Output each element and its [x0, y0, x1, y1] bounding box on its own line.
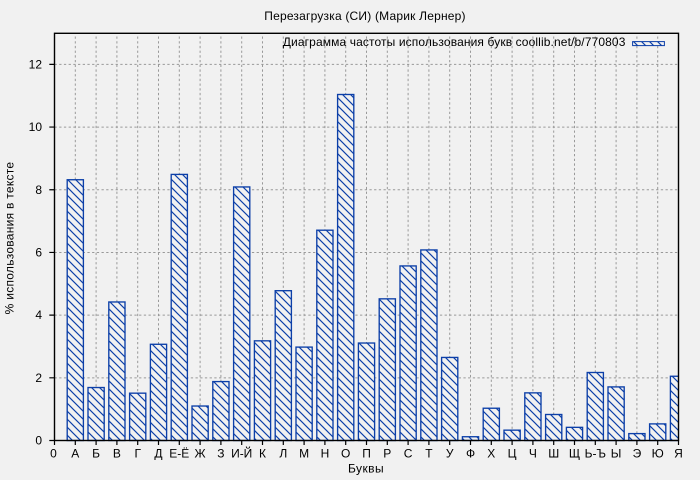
svg-text:Буквы: Буквы [348, 462, 384, 476]
svg-text:Б: Б [92, 447, 100, 461]
svg-text:Ь-Ъ: Ь-Ъ [585, 447, 606, 461]
svg-text:12: 12 [29, 58, 43, 72]
svg-text:10: 10 [29, 120, 43, 134]
svg-text:О: О [341, 447, 350, 461]
svg-text:0: 0 [35, 434, 42, 448]
svg-text:П: П [362, 447, 371, 461]
svg-text:Т: Т [425, 447, 433, 461]
svg-text:Щ: Щ [569, 447, 580, 461]
svg-text:Ч: Ч [529, 447, 537, 461]
svg-text:Х: Х [487, 447, 495, 461]
svg-text:Перезагрузка (СИ) (Марик Лерне: Перезагрузка (СИ) (Марик Лернер) [264, 9, 465, 23]
svg-text:Ж: Ж [195, 447, 206, 461]
svg-text:Е-Ё: Е-Ё [169, 447, 189, 461]
svg-text:И-Й: И-Й [231, 446, 252, 461]
svg-text:Н: Н [321, 447, 330, 461]
svg-text:Э: Э [633, 447, 642, 461]
svg-text:Ф: Ф [466, 447, 475, 461]
svg-text:Г: Г [134, 447, 141, 461]
svg-text:4: 4 [35, 308, 42, 322]
svg-text:У: У [446, 447, 454, 461]
svg-text:Л: Л [279, 447, 287, 461]
svg-text:К: К [259, 447, 266, 461]
svg-text:6: 6 [35, 246, 42, 260]
svg-text:% использования в тексте: % использования в тексте [3, 162, 17, 315]
svg-text:А: А [71, 447, 79, 461]
svg-text:С: С [404, 447, 413, 461]
svg-text:З: З [217, 447, 224, 461]
svg-text:Ю: Ю [652, 447, 664, 461]
svg-text:Диаграмма частоты использовани: Диаграмма частоты использования букв coo… [283, 35, 626, 49]
svg-text:0: 0 [50, 447, 57, 461]
svg-text:8: 8 [35, 183, 42, 197]
svg-text:Я: Я [674, 447, 683, 461]
svg-text:Р: Р [383, 447, 391, 461]
svg-text:Ш: Ш [548, 447, 559, 461]
svg-text:М: М [299, 447, 309, 461]
svg-text:2: 2 [35, 371, 42, 385]
svg-text:Ц: Ц [508, 447, 517, 461]
svg-text:Ы: Ы [611, 447, 622, 461]
svg-text:В: В [113, 447, 121, 461]
svg-text:Д: Д [154, 447, 162, 461]
